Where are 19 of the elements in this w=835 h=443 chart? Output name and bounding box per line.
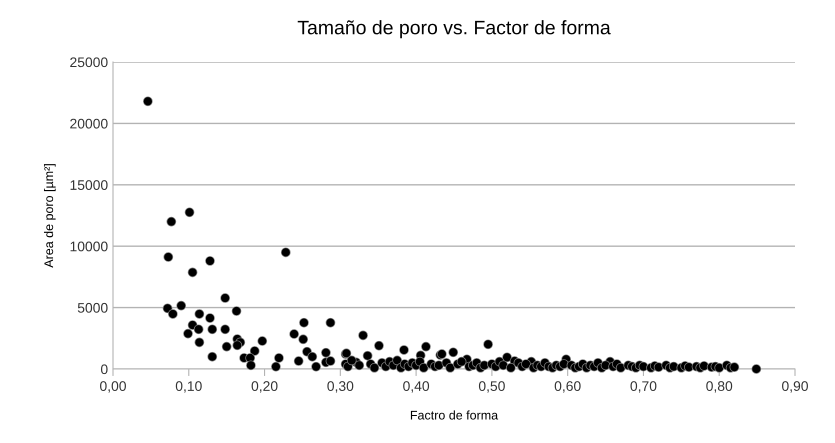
x-tick-label: 0,00 (100, 381, 126, 393)
x-tick-label: 0,90 (782, 381, 808, 393)
x-tick-label: 0,50 (478, 381, 505, 393)
x-tick-label: 0,40 (403, 381, 430, 393)
x-tick-label: 0,80 (706, 381, 732, 393)
x-tick-label: 0,30 (327, 381, 354, 393)
y-tick-label: 15000 (70, 180, 108, 190)
x-tick-label: 0,70 (630, 381, 656, 393)
x-axis-title: Factro de forma (410, 410, 498, 420)
y-tick-label: 0 (100, 364, 108, 374)
x-tick-label: 0,60 (554, 381, 581, 393)
y-axis-title: Area de poro [µm²] (44, 164, 56, 268)
y-tick-label: 10000 (70, 242, 108, 252)
y-tick-label: 5000 (78, 302, 108, 313)
x-tick-label: 0,20 (252, 381, 278, 393)
chart-title: Tamaño de poro vs. Factor de forma (298, 20, 611, 38)
y-tick-label: 25000 (70, 57, 108, 68)
x-tick-label: 0,10 (176, 381, 202, 393)
y-tick-label: 20000 (70, 118, 108, 129)
